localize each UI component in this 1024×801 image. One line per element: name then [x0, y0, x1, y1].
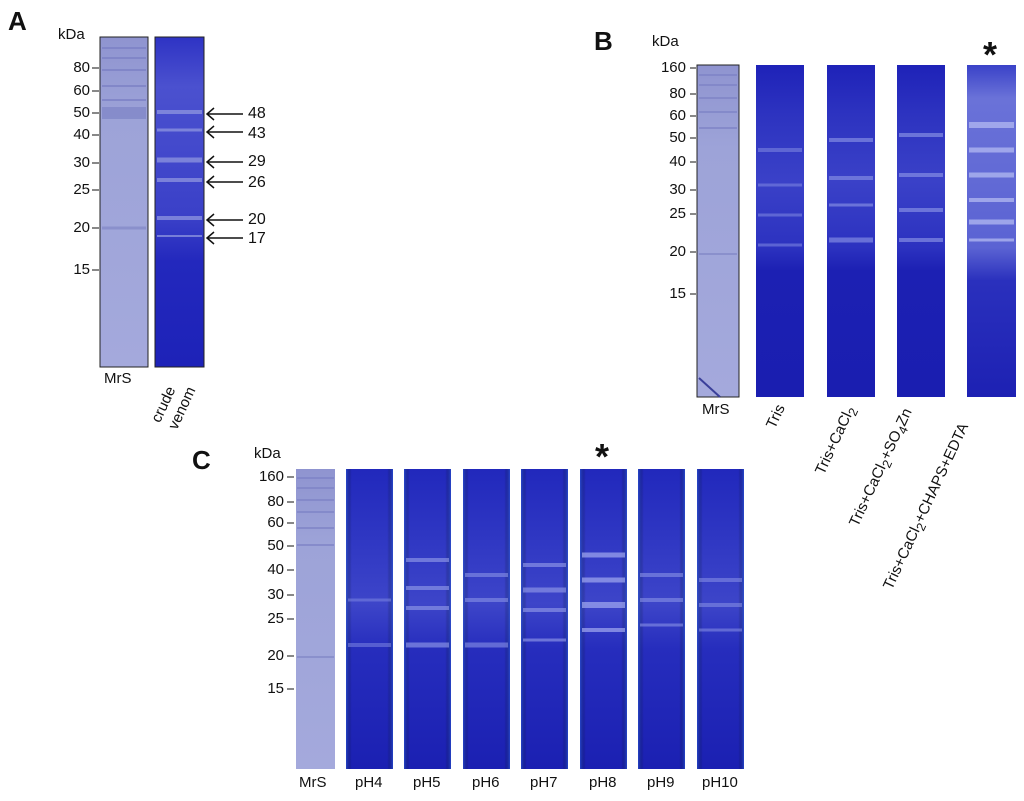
- panel-a-letter: A: [8, 6, 27, 36]
- panel-a-tick-80: 80: [73, 59, 90, 76]
- panel-c-tick-40: 40: [267, 561, 284, 578]
- panel-a-lane-crude-venom: [154, 36, 205, 368]
- panel-b-tick-30: 30: [669, 181, 686, 198]
- panel-c-tick-25: 25: [267, 610, 284, 627]
- panel-c-lane-label-ph9: pH9: [647, 774, 675, 791]
- panel-c-kda-label: kDa: [254, 445, 281, 462]
- panel-a-lane-label-mrs: MrS: [104, 370, 132, 387]
- panel-a-tick-25: 25: [73, 181, 90, 198]
- panel-b-letter: B: [594, 26, 613, 56]
- panel-c-tick-60: 60: [267, 514, 284, 531]
- panel-b-tick-40: 40: [669, 153, 686, 170]
- panel-c-lane-ph5: [404, 469, 451, 769]
- panel-b-star-marker: *: [983, 34, 998, 75]
- panel-b-tick-20: 20: [669, 243, 686, 260]
- panel-c-star-marker: *: [595, 436, 610, 477]
- panel-a-arrow-label-20: 20: [248, 211, 266, 228]
- panel-a-tick-20: 20: [73, 219, 90, 236]
- panel-c-lane-ph8: [580, 469, 627, 769]
- panel-c-lane-ph10: [697, 469, 744, 769]
- panel-b-lane-label-mrs: MrS: [702, 401, 730, 418]
- panel-a-arrow-label-17: 17: [248, 230, 266, 247]
- panel-a-arrows: [205, 107, 243, 245]
- panel-c-lane-label-ph8: pH8: [589, 774, 617, 791]
- panel-c-lane-mrs: [296, 469, 335, 769]
- panel-b-tick-50: 50: [669, 129, 686, 146]
- panel-c-lane-ph9: [638, 469, 685, 769]
- panel-b-tick-marks: [690, 67, 696, 295]
- panel-a-tick-50: 50: [73, 104, 90, 121]
- panel-b-tick-160: 160: [660, 59, 686, 76]
- panel-a-tick-60: 60: [73, 82, 90, 99]
- panel-b-lane-tris-cacl2-so4zn: [897, 65, 945, 397]
- panel-c-tick-20: 20: [267, 647, 284, 664]
- panel-a-arrow-label-26: 26: [248, 174, 266, 191]
- panel-a-lane-mrs: [99, 36, 149, 368]
- panel-b-lane-tris-cacl2: [827, 65, 875, 397]
- panel-c-lane-label-ph6: pH6: [472, 774, 500, 791]
- panel-b-lane-tris: [756, 65, 804, 397]
- panel-c-lane-label-mrs: MrS: [299, 774, 327, 791]
- panel-b-tick-80: 80: [669, 85, 686, 102]
- panel-b-tick-25: 25: [669, 205, 686, 222]
- panel-c-tick-160: 160: [258, 468, 284, 485]
- panel-c-lane-ph4: [346, 469, 393, 769]
- panel-b-kda-label: kDa: [652, 33, 679, 50]
- panel-a-arrow-label-48: 48: [248, 105, 266, 122]
- panel-a-tick-40: 40: [73, 126, 90, 143]
- panel-a-tick-15: 15: [73, 261, 90, 278]
- panel-b-tick-15: 15: [669, 285, 686, 302]
- panel-c-lane-label-ph7: pH7: [530, 774, 558, 791]
- panel-c-letter: C: [192, 445, 211, 475]
- panel-c-lane-label-ph10: pH10: [702, 774, 738, 791]
- panel-c-tick-marks: [287, 476, 294, 690]
- panel-c-lane-label-ph5: pH5: [413, 774, 441, 791]
- panel-a-kda-label: kDa: [58, 26, 85, 43]
- panel-a-arrow-label-29: 29: [248, 153, 266, 170]
- panel-c-tick-15: 15: [267, 680, 284, 697]
- panel-a-tick-marks: [92, 67, 99, 271]
- panel-c-tick-50: 50: [267, 537, 284, 554]
- panel-b-lane-mrs: [696, 64, 740, 398]
- panel-c-lane-ph7: [521, 469, 568, 769]
- panel-c-lane-label-ph4: pH4: [355, 774, 383, 791]
- panel-b-lane-tris-cacl2-chaps-edta: [967, 65, 1016, 397]
- panel-c-lane-ph6: [463, 469, 510, 769]
- panel-a-tick-30: 30: [73, 154, 90, 171]
- panel-c-tick-80: 80: [267, 493, 284, 510]
- panel-c-tick-30: 30: [267, 586, 284, 603]
- panel-b-tick-60: 60: [669, 107, 686, 124]
- panel-a-arrow-label-43: 43: [248, 125, 266, 142]
